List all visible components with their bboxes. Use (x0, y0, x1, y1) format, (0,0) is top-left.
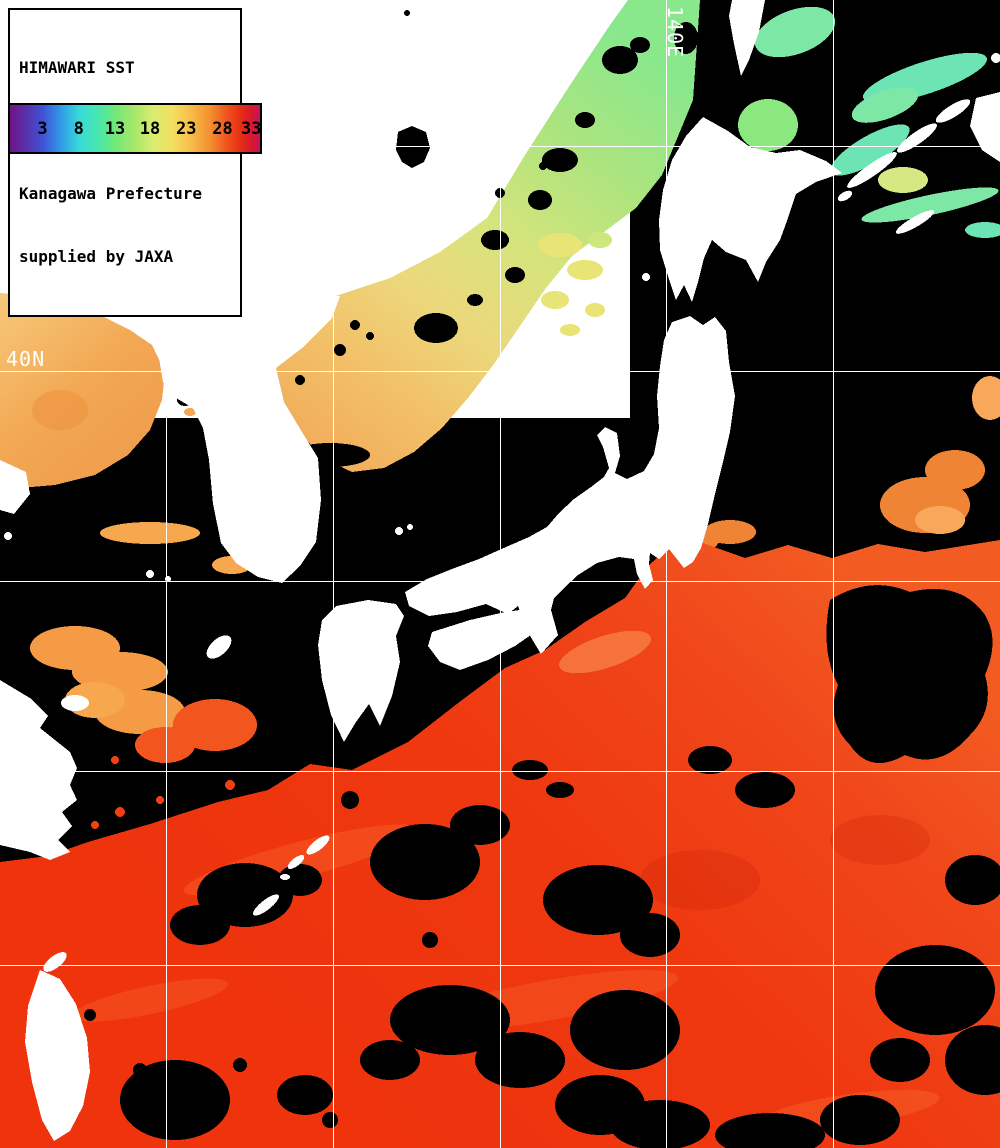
colorbar-tick: 28 (212, 118, 233, 139)
map-region: Kanagawa Prefecture (19, 184, 203, 203)
land-korea (156, 296, 340, 583)
left-coastal-warm-patches (16, 522, 257, 829)
map-title-box: HIMAWARI SST 2025/09/28 21:00 (UTC) Kana… (8, 8, 242, 317)
land-hokkaido (659, 117, 842, 302)
land-taiwan (25, 970, 90, 1141)
colorbar-tick: 3 (37, 118, 48, 139)
longitude-label: 140E (663, 6, 687, 58)
land-sakhalin (729, 0, 765, 76)
colorbar-tick: 13 (104, 118, 126, 139)
coastal-yellow-speckles (538, 232, 612, 336)
latitude-label: 40N (6, 347, 45, 371)
colorbar-tick: 18 (139, 118, 161, 139)
pacific-warm-patches (691, 376, 1000, 550)
colorbar-tick: 23 (176, 118, 197, 139)
cloud-mask-patches (84, 22, 1000, 1148)
land-tsushima (206, 635, 232, 659)
map-credit: supplied by JAXA (19, 247, 174, 266)
land-china-coast (0, 680, 77, 860)
land-shikoku (428, 608, 549, 670)
yellow-sea-sst-field (0, 293, 210, 488)
pacific-cool-patches (738, 6, 1000, 238)
land-kyushu (318, 600, 404, 742)
sst-colorbar: 3 8 13 18 23 28 33 (8, 103, 262, 154)
graticule-labels: 40N 140E (6, 6, 687, 371)
colorbar-tick: 8 (73, 118, 84, 139)
land-honshu (405, 316, 735, 654)
colorbar-tick: 33 (241, 118, 262, 139)
map-title: HIMAWARI SST (19, 58, 135, 77)
